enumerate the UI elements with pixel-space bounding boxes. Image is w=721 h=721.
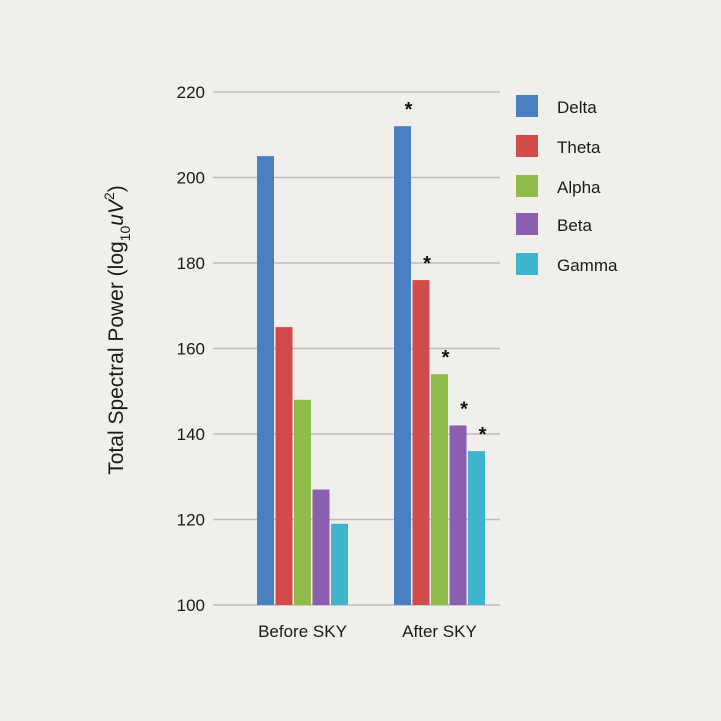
legend-label-alpha: Alpha: [557, 178, 601, 197]
bar-alpha-before: [294, 399, 311, 605]
y-tick-label: 120: [177, 511, 205, 530]
y-tick-label: 200: [177, 169, 205, 188]
y-tick-label: 180: [177, 254, 205, 273]
legend: Delta Theta Alpha Beta Gamma: [516, 95, 618, 275]
legend-swatch-theta: [516, 135, 538, 157]
significance-asterisk: *: [405, 99, 413, 121]
y-axis-title: Total Spectral Power (log10uV2): [101, 185, 133, 475]
y-axis-ticks: 100 120 140 160 180 200 220: [177, 83, 205, 615]
bar-gamma-after: [468, 451, 485, 605]
x-category-label: After SKY: [402, 622, 477, 641]
significance-marks: * * * * *: [405, 99, 487, 446]
bar-beta-before: [312, 489, 330, 605]
y-tick-label: 100: [177, 596, 205, 615]
y-tick-label: 140: [177, 425, 205, 444]
legend-swatch-gamma: [516, 253, 538, 275]
legend-label-beta: Beta: [557, 216, 593, 235]
legend-swatch-delta: [516, 95, 538, 117]
legend-swatch-alpha: [516, 175, 538, 197]
significance-asterisk: *: [479, 424, 487, 446]
y-axis-title-superscript: 2: [101, 192, 117, 200]
y-tick-label: 160: [177, 340, 205, 359]
significance-asterisk: *: [423, 253, 431, 275]
bar-beta-after: [449, 425, 467, 605]
y-axis-title-unit: uV: [105, 198, 128, 226]
legend-label-delta: Delta: [557, 98, 597, 117]
bar-delta-after: [394, 126, 411, 605]
bar-theta-before: [275, 327, 293, 605]
bar-alpha-after: [431, 374, 448, 605]
legend-label-gamma: Gamma: [557, 256, 618, 275]
bars: [257, 126, 485, 605]
bar-theta-after: [412, 280, 430, 605]
x-category-label: Before SKY: [258, 622, 347, 641]
significance-asterisk: *: [442, 347, 450, 369]
legend-swatch-beta: [516, 213, 538, 235]
significance-asterisk: *: [460, 398, 468, 420]
y-axis-title-suffix: ): [105, 185, 128, 192]
y-tick-label: 220: [177, 83, 205, 102]
bar-gamma-before: [331, 523, 348, 605]
x-axis-categories: Before SKY After SKY: [258, 622, 477, 641]
y-axis-title-subscript: 10: [117, 226, 133, 242]
y-axis-title-prefix: Total Spectral Power (log: [105, 241, 128, 474]
legend-label-theta: Theta: [557, 138, 601, 157]
bar-delta-before: [257, 156, 274, 605]
